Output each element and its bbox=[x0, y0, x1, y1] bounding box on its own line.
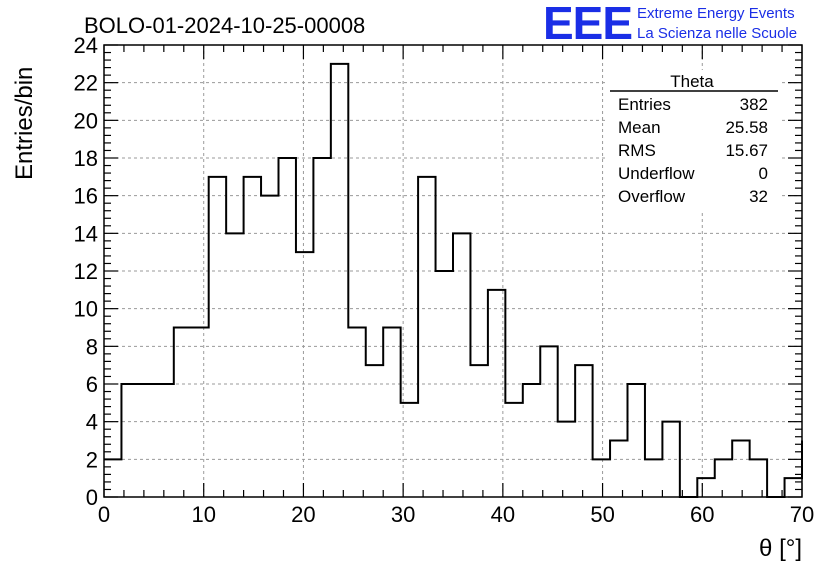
eee-logo-mark: EEE bbox=[543, 0, 633, 49]
x-tick-label: 50 bbox=[590, 502, 614, 527]
histogram-bars bbox=[104, 62, 803, 498]
stats-box-title: Theta bbox=[670, 72, 714, 91]
histogram-bin bbox=[436, 271, 453, 497]
histogram-bin bbox=[523, 384, 540, 497]
logo-line-1: Extreme Energy Events bbox=[637, 5, 795, 22]
x-tick-label: 10 bbox=[191, 502, 215, 527]
histogram-bin bbox=[226, 233, 243, 497]
x-tick-label: 30 bbox=[391, 502, 415, 527]
y-tick-label: 22 bbox=[74, 71, 98, 96]
x-tick-label: 70 bbox=[790, 502, 814, 527]
x-axis-label: θ [°] bbox=[759, 535, 802, 562]
histogram-bin bbox=[505, 403, 522, 497]
y-tick-label: 16 bbox=[74, 184, 98, 209]
axis-ticks bbox=[103, 44, 803, 498]
histogram-bin bbox=[645, 459, 662, 497]
y-axis-label: Entries/bin bbox=[11, 67, 38, 180]
histogram-bin bbox=[121, 384, 138, 497]
histogram-bin bbox=[174, 328, 191, 498]
y-tick-label: 18 bbox=[74, 146, 98, 171]
x-tick-label: 20 bbox=[291, 502, 315, 527]
histogram-bin bbox=[191, 328, 208, 498]
y-tick-label: 10 bbox=[74, 297, 98, 322]
y-tick-label: 0 bbox=[86, 485, 98, 510]
histogram-bin bbox=[662, 422, 679, 497]
histogram-bin bbox=[453, 233, 470, 497]
histogram-bin bbox=[697, 478, 714, 497]
stats-row-value: 32 bbox=[749, 187, 768, 206]
stats-row-value: 382 bbox=[740, 95, 768, 114]
chart-title: BOLO-01-2024-10-25-00008 bbox=[84, 13, 365, 38]
eee-logo: EEE Extreme Energy Events La Scienza nel… bbox=[543, 0, 833, 49]
histogram-bin bbox=[104, 459, 121, 497]
y-tick-label: 2 bbox=[86, 447, 98, 472]
x-tick-labels: 0 10 20 30 40 50 60 70 bbox=[98, 502, 814, 527]
stats-rows: Entries 382 Mean 25.58 RMS 15.67 Underflow 0 Ove… bbox=[618, 95, 768, 206]
histogram-bin bbox=[593, 459, 610, 497]
histogram-bin bbox=[418, 177, 435, 497]
y-tick-label: 20 bbox=[74, 108, 98, 133]
histogram-bin bbox=[313, 158, 330, 497]
histogram-bin bbox=[139, 384, 156, 497]
stats-row-value: 25.58 bbox=[725, 118, 768, 137]
histogram-bin bbox=[296, 252, 313, 497]
stats-row-label: Overflow bbox=[618, 187, 686, 206]
y-tick-label: 8 bbox=[86, 334, 98, 359]
histogram-bin bbox=[279, 158, 296, 497]
stats-box: Theta Entries 382 Mean 25.58 RMS 15.67 Underfl… bbox=[608, 70, 780, 212]
y-tick-label: 4 bbox=[86, 410, 98, 435]
histogram-bin bbox=[156, 384, 173, 497]
stats-row-label: RMS bbox=[618, 141, 656, 160]
histogram-bin bbox=[785, 478, 802, 497]
histogram-bin bbox=[628, 384, 645, 497]
x-tick-label: 40 bbox=[491, 502, 515, 527]
histogram-bin bbox=[244, 177, 261, 497]
histogram-bin bbox=[732, 441, 749, 498]
histogram-bin bbox=[750, 459, 767, 497]
histogram-bin bbox=[470, 365, 487, 497]
stats-row-label: Underflow bbox=[618, 164, 695, 183]
stats-row-value: 15.67 bbox=[725, 141, 768, 160]
histogram-bin bbox=[558, 422, 575, 497]
y-tick-label: 6 bbox=[86, 372, 98, 397]
histogram-bin bbox=[383, 328, 400, 498]
histogram-bin bbox=[715, 459, 732, 497]
histogram-bin bbox=[261, 196, 278, 497]
histogram-outline bbox=[104, 62, 803, 498]
histogram-bin bbox=[575, 365, 592, 497]
histogram-bin bbox=[209, 177, 226, 497]
histogram-bin bbox=[401, 403, 418, 497]
histogram-bin bbox=[540, 346, 557, 497]
x-tick-label: 0 bbox=[98, 502, 110, 527]
histogram-bin bbox=[331, 64, 348, 497]
y-tick-label: 14 bbox=[74, 221, 98, 246]
stats-row-label: Entries bbox=[618, 95, 671, 114]
y-tick-label: 12 bbox=[74, 259, 98, 284]
logo-line-2: La Scienza nelle Scuole bbox=[637, 25, 798, 42]
histogram-bin bbox=[366, 365, 383, 497]
x-tick-label: 60 bbox=[690, 502, 714, 527]
histogram-bin bbox=[348, 328, 365, 498]
stats-row-value: 0 bbox=[759, 164, 768, 183]
stats-row-label: Mean bbox=[618, 118, 661, 137]
histogram-bin bbox=[488, 290, 505, 497]
y-tick-label: 24 bbox=[74, 33, 98, 58]
histogram-bin bbox=[610, 441, 627, 498]
